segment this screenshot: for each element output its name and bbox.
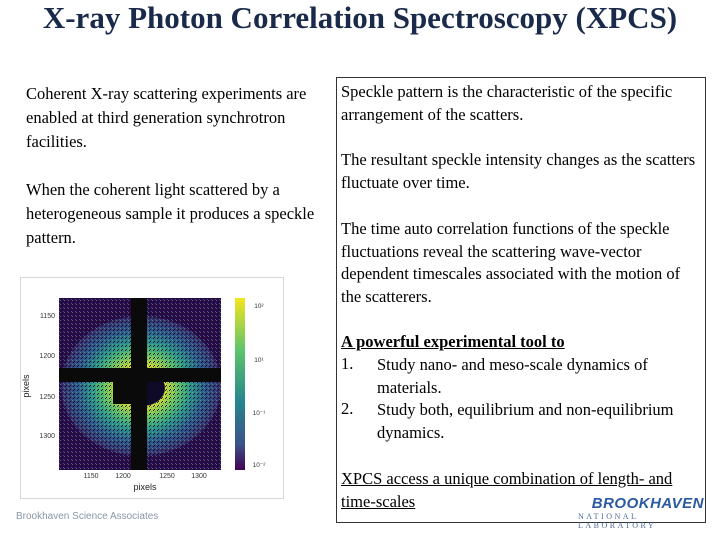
brookhaven-logo: BROOKHAVEN NATIONAL LABORATORY	[578, 495, 708, 530]
footer-text: Brookhaven Science Associates	[16, 511, 159, 522]
list-item: Study both, equilibrium and non-equilibr…	[377, 400, 674, 442]
x-axis-label: pixels	[133, 482, 157, 492]
beamstop-horizontal	[59, 368, 221, 382]
left-paragraph-2: When the coherent light scattered by a h…	[26, 180, 315, 247]
right-text-box: Speckle pattern is the characteristic of…	[336, 77, 706, 523]
y-tick: 1150	[40, 313, 55, 320]
y-tick: 1200	[39, 353, 55, 360]
speckle-pattern-figure: 1150 1200 1250 1300 1150 1200 1250 1300 …	[20, 277, 284, 499]
right-paragraph-3: The time auto correlation functions of t…	[341, 219, 681, 306]
y-tick: 1250	[39, 394, 55, 401]
logo-main-text: BROOKHAVEN	[591, 495, 704, 512]
colorbar	[235, 298, 245, 470]
colorbar-tick: 10¹	[254, 357, 264, 364]
colorbar-tick: 10²	[254, 303, 264, 310]
colorbar-tick: 10⁻¹	[253, 410, 267, 417]
x-tick: 1300	[191, 473, 207, 480]
x-tick: 1250	[159, 473, 175, 480]
y-tick: 1300	[39, 433, 55, 440]
speckle-plot: 1150 1200 1250 1300 1150 1200 1250 1300 …	[21, 298, 267, 492]
left-paragraph-1: Coherent X-ray scattering experiments ar…	[26, 84, 307, 151]
beamstop-block	[113, 382, 137, 404]
x-tick: 1200	[115, 473, 131, 480]
tool-heading: A powerful experimental tool to	[341, 332, 565, 351]
list-item: Study nano- and meso-scale dynamics of m…	[377, 355, 648, 397]
right-paragraph-1: Speckle pattern is the characteristic of…	[341, 82, 673, 124]
beamstop-vertical	[131, 298, 147, 470]
y-axis-label: pixels	[21, 374, 31, 398]
logo-sub-text: NATIONAL LABORATORY	[578, 512, 657, 530]
list-number: 1.	[341, 354, 354, 373]
right-paragraph-2: The resultant speckle intensity changes …	[341, 150, 696, 192]
list-number: 2.	[341, 399, 354, 418]
closing-statement: XPCS access a unique combination of leng…	[341, 469, 673, 511]
x-tick: 1150	[83, 473, 98, 480]
slide-title: X-ray Photon Correlation Spectroscopy (X…	[42, 0, 678, 35]
colorbar-tick: 10⁻²	[253, 462, 267, 469]
